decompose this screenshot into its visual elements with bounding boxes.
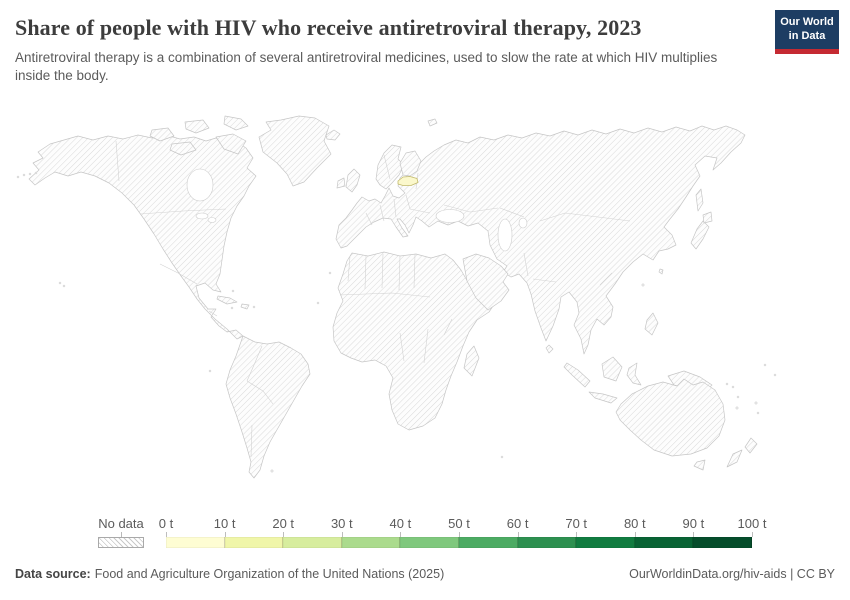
landmass-new-zealand	[744, 437, 758, 454]
page-title: Share of people with HIV who receive ant…	[15, 15, 642, 40]
country-borders	[115, 140, 631, 458]
legend-bin-30t[interactable]	[341, 537, 401, 548]
legend-color-bar	[166, 537, 752, 548]
landmass-eurasia	[335, 125, 746, 355]
legend-bin-40t[interactable]	[400, 537, 459, 548]
legend-tick-label: 40 t	[389, 516, 412, 531]
world-map[interactable]	[0, 113, 850, 503]
legend-tick-mark	[752, 532, 753, 537]
legend-tick-mark	[400, 532, 402, 537]
landmass-south-america	[225, 335, 311, 479]
legend-tick-label: 90 t	[682, 516, 705, 531]
legend-tick-mark	[459, 532, 460, 537]
chart-subtitle: Antiretroviral therapy is a combination …	[15, 50, 718, 83]
legend-tick-mark	[693, 532, 695, 537]
legend-tick-label: 70 t	[565, 516, 588, 531]
legend-tick-mark	[576, 532, 578, 537]
hudson-bay	[186, 168, 214, 202]
data-source-text: Food and Agriculture Organization of the…	[94, 567, 445, 581]
black-sea	[435, 209, 465, 223]
legend-tick-mark	[166, 532, 167, 537]
legend-bin-50t[interactable]	[458, 537, 518, 548]
chart-header: Share of people with HIV who receive ant…	[15, 15, 755, 85]
legend-tick-label: 80 t	[623, 516, 646, 531]
landmass-greenland	[258, 115, 332, 187]
legend-no-data-swatch[interactable]	[98, 537, 144, 548]
legend-bin-0t[interactable]	[166, 537, 225, 548]
caspian-sea	[497, 218, 513, 252]
legend-no-data-label: No data	[98, 516, 144, 531]
legend-bin-90t[interactable]	[693, 537, 752, 548]
owid-logo-line1: Our World	[780, 16, 834, 28]
legend-tick-label: 60 t	[506, 516, 529, 531]
legend-tick-label: 10 t	[213, 516, 236, 531]
legend-tick-mark	[517, 532, 519, 537]
legend-tick-mark	[341, 532, 343, 537]
landmass-arabia	[462, 253, 510, 311]
landmass-australia	[615, 378, 726, 457]
legend-bin-20t[interactable]	[283, 537, 342, 548]
legend-bin-80t[interactable]	[634, 537, 694, 548]
landmass-uk	[345, 168, 361, 193]
owid-logo[interactable]: Our World in Data	[775, 10, 839, 54]
no-data-countries[interactable]	[28, 115, 758, 479]
legend-tick-label: 20 t	[272, 516, 295, 531]
map-legend: No data 0 t 10 t 20 t 30 t 40 t 50 t 60 t 70 t 8…	[0, 515, 850, 555]
legend-tick-label: 100 t	[737, 516, 767, 531]
legend-tick-label: 50 t	[448, 516, 470, 531]
legend-scale: 0 t 10 t 20 t 30 t 40 t 50 t 60 t 70 t 80 t 90 t 1…	[159, 515, 766, 555]
legend-bin-60t[interactable]	[517, 537, 577, 548]
landmass-finland	[399, 150, 422, 177]
landmass-madagascar	[463, 345, 480, 377]
owid-logo-line2: in Data	[788, 29, 826, 42]
legend-tick-mark	[283, 532, 285, 537]
inland-water	[186, 168, 528, 252]
legend-tick-mark	[634, 532, 636, 537]
country-latvia[interactable]	[397, 176, 419, 186]
chart-footer: Data source: Food and Agriculture Organiz…	[15, 567, 835, 581]
legend-bin-10t[interactable]	[224, 537, 284, 548]
legend-no-data-tick	[121, 532, 122, 537]
legend-tick-label: 0 t	[158, 516, 174, 531]
landmass-ireland	[336, 177, 346, 189]
small-islands	[16, 171, 777, 473]
landmass-japan	[690, 220, 710, 250]
landmass-north-america	[28, 134, 257, 340]
legend-tick-label: 30 t	[330, 516, 353, 531]
legend-tick-mark	[224, 532, 226, 537]
data-source-label: Data source:	[15, 567, 91, 581]
legend-bin-70t[interactable]	[576, 537, 635, 548]
data-source-line: Data source: Food and Agriculture Organiz…	[15, 567, 444, 581]
landmass-iceland	[325, 129, 341, 141]
landmass-africa	[332, 251, 498, 431]
great-lakes	[195, 212, 209, 220]
credit-link[interactable]: OurWorldinData.org/hiv-aids | CC BY	[629, 567, 835, 581]
